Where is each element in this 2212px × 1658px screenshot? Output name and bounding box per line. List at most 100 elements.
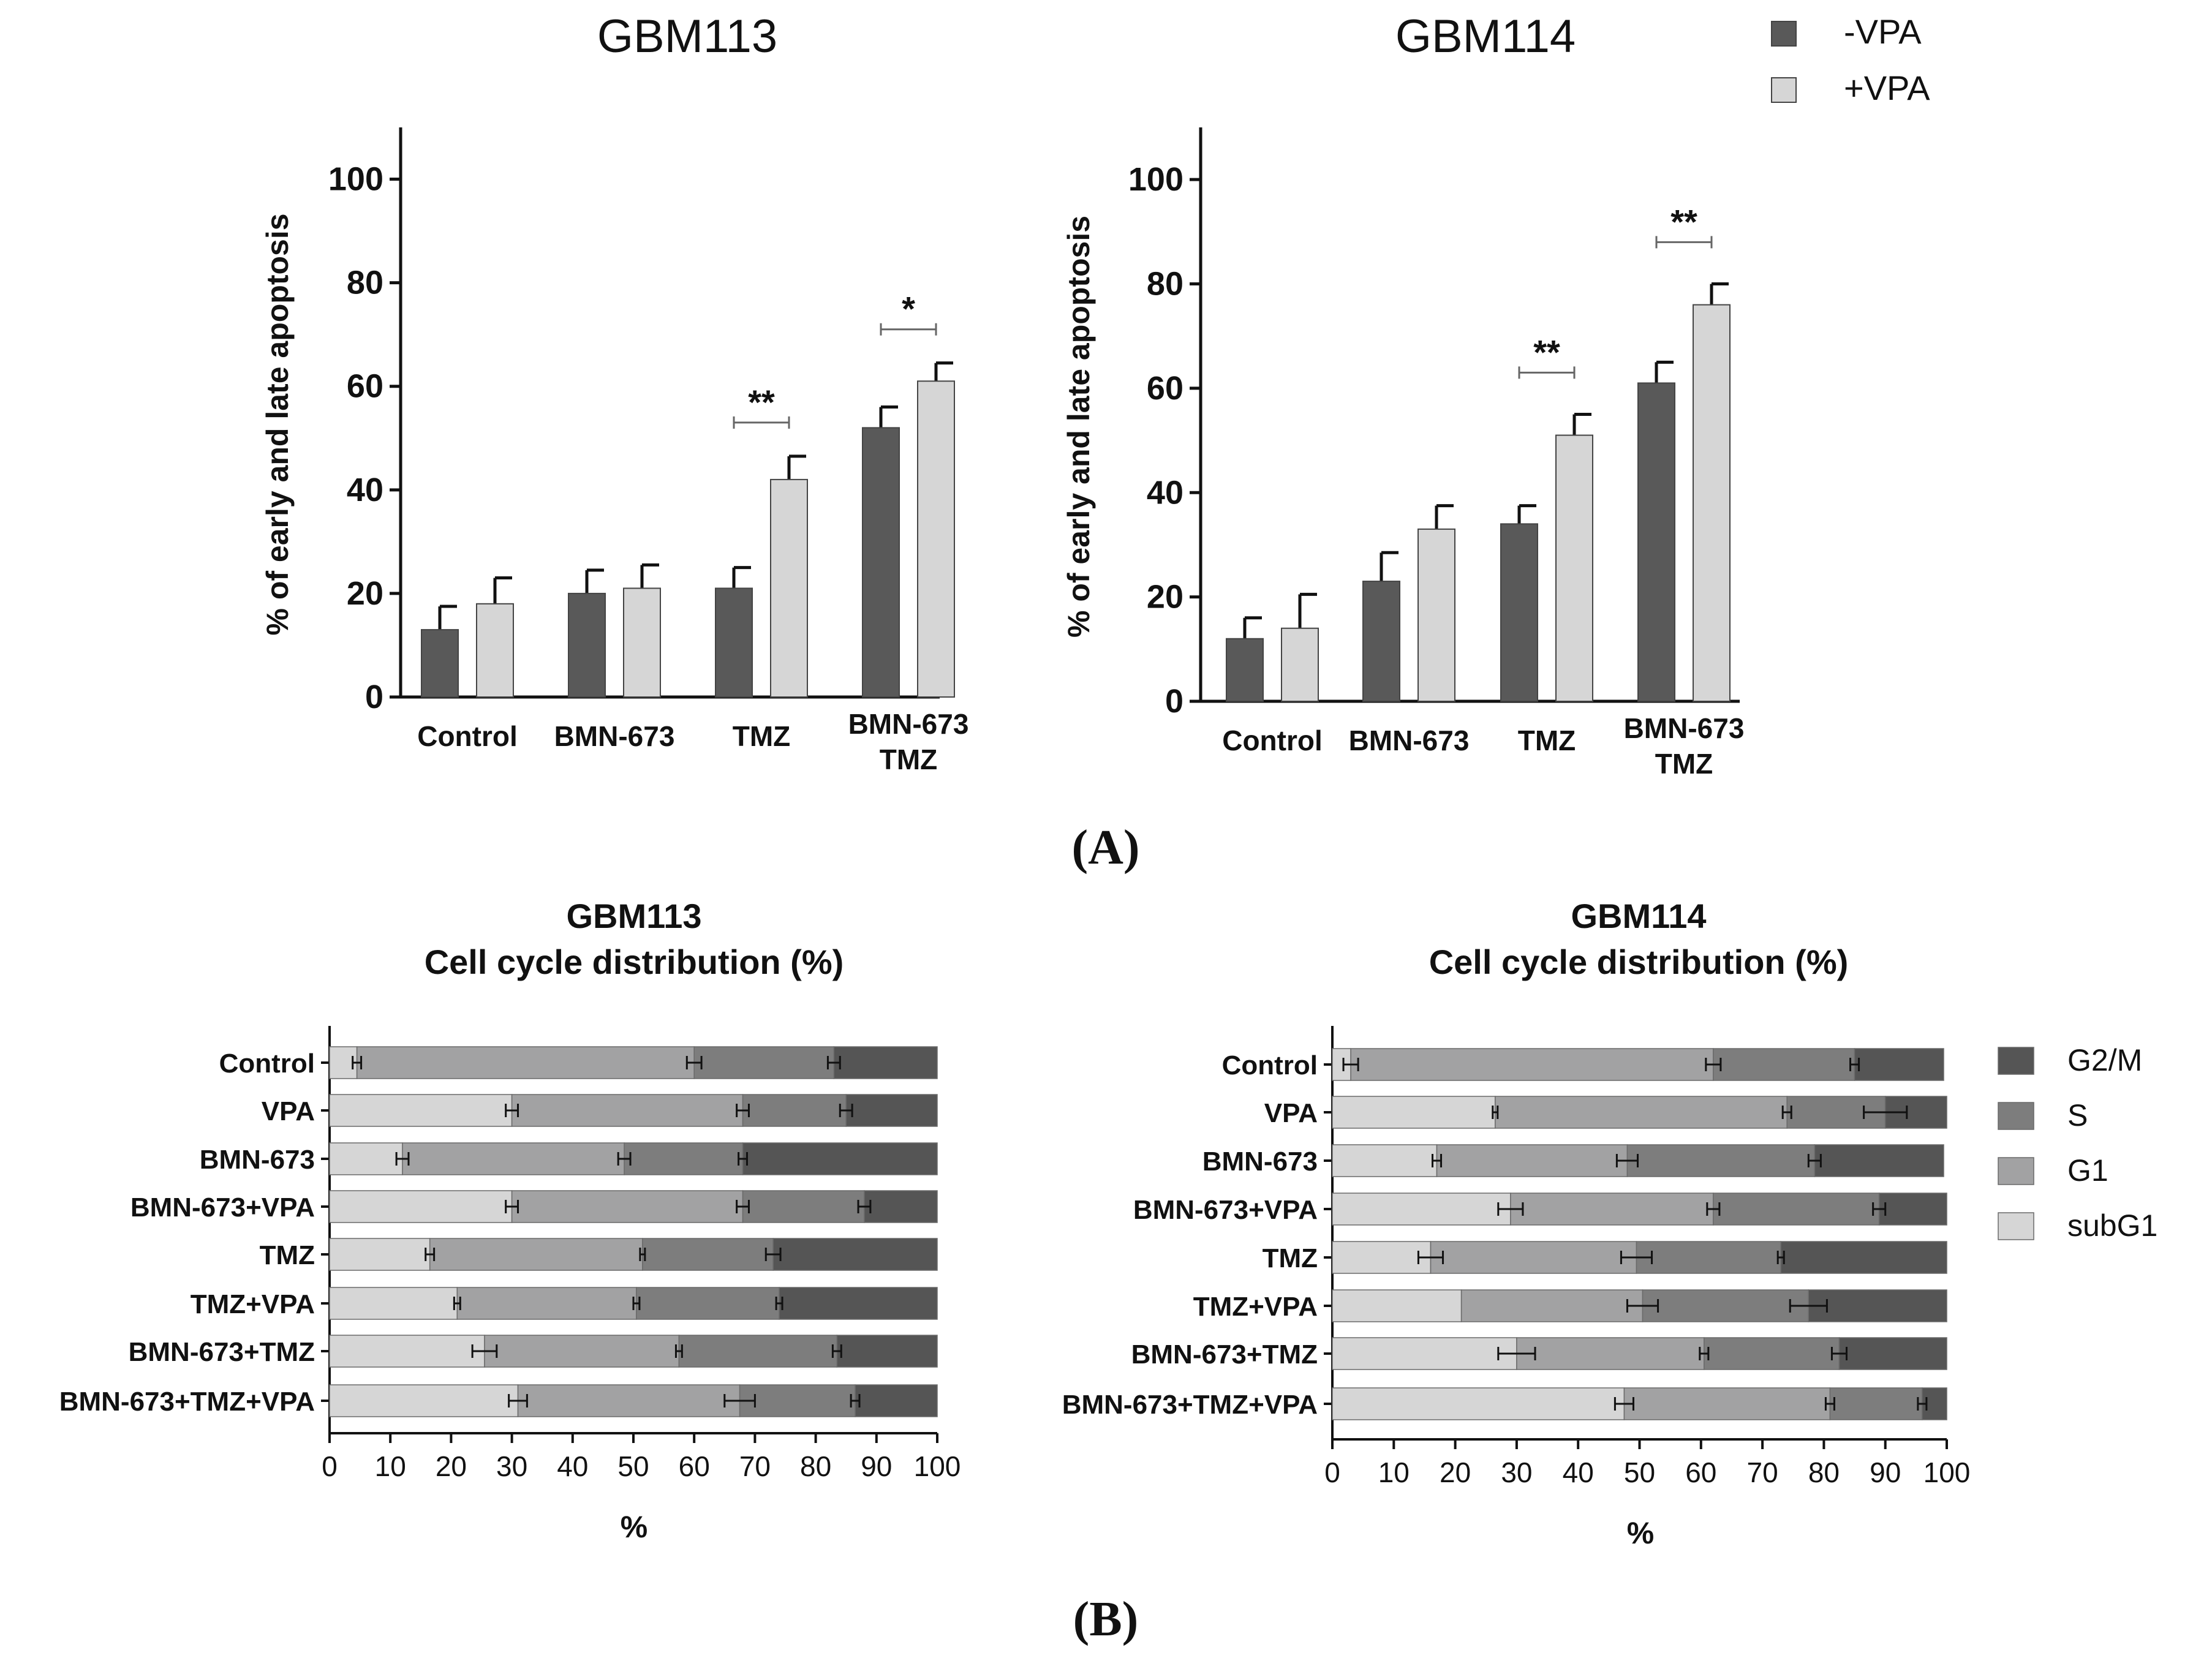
x-tick-label: 60: [679, 1450, 710, 1482]
legend-swatch-g2-m: [1998, 1047, 2034, 1075]
x-tick-label: TMZ: [1655, 748, 1713, 780]
chart-title: GBM113: [567, 897, 702, 935]
segment-g2-m-control: [1854, 1048, 1944, 1081]
segment-g1-vpa: [1495, 1096, 1787, 1129]
legend-swatch-subg1: [1998, 1212, 2034, 1240]
y-tick-label: Control: [219, 1049, 315, 1079]
apoptosis-chart-gbm113: GBM113 0 20 40 60 80 100 % of early and late ap…: [260, 10, 968, 775]
legend-swatch-vpa: [1771, 77, 1797, 103]
chart-title: GBM114: [1571, 897, 1707, 935]
significance-marker: **: [1670, 202, 1697, 241]
bar-vpa-tmz: [770, 478, 808, 698]
segment-g2-m-bmn-673-vpa: [1878, 1193, 1947, 1226]
x-tick-label: 30: [1501, 1456, 1532, 1488]
x-tick-label: 50: [617, 1450, 649, 1482]
segment-g2-m-bmn-673-tmz: [1838, 1337, 1947, 1370]
legend-label-g2-m: G2/M: [2067, 1043, 2142, 1077]
x-tick-label: 60: [1685, 1456, 1716, 1488]
x-tick-label: 90: [861, 1450, 892, 1482]
x-tick-label: 40: [557, 1450, 588, 1482]
x-tick-label: 90: [1870, 1456, 1901, 1488]
segment-g2-m-vpa: [845, 1094, 938, 1127]
apoptosis-chart-gbm114: GBM114 0 20 40 60 80 100 % of early and late ap…: [1062, 10, 1744, 780]
apoptosis-legend: -VPA +VPA: [1771, 12, 1930, 107]
bar-vpa-bmn-673-tmz: [1693, 304, 1731, 703]
segment-s-control: [1713, 1048, 1855, 1081]
segment-g1-vpa: [511, 1094, 744, 1127]
y-tick-label: VPA: [1264, 1098, 1318, 1128]
x-tick-label: 100: [914, 1450, 961, 1482]
segment-g2-m-control: [833, 1046, 938, 1079]
y-tick-label: 20: [347, 575, 383, 612]
segment-g1-bmn-673: [1436, 1144, 1628, 1177]
x-tick-label: Control: [417, 720, 518, 752]
bar-vpa-tmz: [1500, 523, 1538, 703]
segment-s-tmz: [1636, 1241, 1781, 1274]
x-tick-label: 20: [1440, 1456, 1471, 1488]
legend-label-g1: G1: [2067, 1153, 2108, 1188]
panel-a: GBM113 0 20 40 60 80 100 % of early and late ap…: [260, 10, 1744, 780]
x-tick-label: 40: [1563, 1456, 1594, 1488]
y-tick-label: TMZ: [1263, 1243, 1318, 1273]
y-tick-label: TMZ+VPA: [1193, 1292, 1318, 1322]
cellcycle-chart-gbm113: GBM113 Cell cycle distribution (%) 0 10 20 30…: [59, 897, 961, 1544]
legend-label-vpa: -VPA: [1844, 12, 1922, 51]
y-tick-label: BMN-673+TMZ+VPA: [59, 1387, 315, 1417]
y-tick-label: Control: [1222, 1050, 1318, 1080]
significance-marker: **: [748, 383, 775, 421]
x-tick-label: 50: [1624, 1456, 1655, 1488]
y-tick-label: 0: [1165, 683, 1183, 720]
segment-g2-m-tmz: [1780, 1241, 1947, 1274]
legend-swatch-vpa: [1771, 21, 1797, 47]
segment-subg1-tmz: [329, 1238, 431, 1271]
y-tick-label: 20: [1147, 579, 1183, 616]
segment-g1-tmz: [429, 1238, 643, 1271]
segment-subg1-tmz-vpa: [329, 1287, 458, 1320]
segment-g2-m-tmz-vpa: [1808, 1289, 1947, 1322]
chart-title: GBM114: [1395, 10, 1576, 62]
y-tick-label: BMN-673: [200, 1145, 315, 1175]
segment-g2-m-bmn-673: [742, 1142, 938, 1175]
segment-g1-bmn-673-vpa: [511, 1190, 744, 1223]
segment-s-bmn-673: [1626, 1144, 1816, 1177]
x-tick-label: BMN-673: [1624, 712, 1745, 744]
legend-label-s: S: [2067, 1098, 2088, 1132]
segment-subg1-bmn-673-tmz-vpa: [329, 1384, 519, 1417]
segment-subg1-vpa: [1332, 1096, 1496, 1129]
x-tick-label: Control: [1222, 725, 1323, 756]
bar-vpa-bmn-673: [568, 592, 606, 698]
x-tick-label: 30: [496, 1450, 527, 1482]
segment-subg1-bmn-673-vpa: [1332, 1193, 1511, 1226]
x-tick-label: 70: [739, 1450, 771, 1482]
segment-s-tmz-vpa: [1642, 1289, 1810, 1322]
x-tick-label: BMN-673: [554, 720, 675, 752]
segment-g1-bmn-673: [402, 1142, 625, 1175]
bar-vpa-bmn-673: [1362, 581, 1400, 703]
segment-s-bmn-673-tmz: [1704, 1337, 1840, 1370]
segment-g1-bmn-673-vpa: [1510, 1193, 1714, 1226]
segment-subg1-vpa: [329, 1094, 513, 1127]
segment-g2-m-bmn-673: [1814, 1144, 1944, 1177]
segment-subg1-tmz-vpa: [1332, 1289, 1462, 1322]
segment-s-tmz-vpa: [636, 1287, 780, 1320]
y-tick-label: 100: [328, 161, 383, 198]
x-tick-label: 80: [1808, 1456, 1840, 1488]
segment-g2-m-bmn-673-tmz: [836, 1335, 938, 1368]
segment-subg1-bmn-673-tmz: [329, 1335, 485, 1368]
bar-vpa-control: [1226, 638, 1264, 703]
y-tick-label: BMN-673: [1202, 1147, 1318, 1177]
bar-vpa-bmn-673-tmz: [1637, 382, 1675, 702]
x-tick-label: 10: [1378, 1456, 1410, 1488]
segment-g2-m-bmn-673-vpa: [864, 1190, 938, 1223]
segment-g1-tmz: [1430, 1241, 1637, 1274]
x-tick-label: TMZ: [1518, 725, 1576, 756]
x-tick-label: 20: [436, 1450, 467, 1482]
y-tick-label: 40: [347, 472, 383, 508]
y-tick-label: VPA: [262, 1096, 315, 1126]
bar-vpa-bmn-673: [623, 587, 661, 698]
chart-subtitle: Cell cycle distribution (%): [1429, 943, 1849, 981]
segment-subg1-bmn-673: [1332, 1144, 1438, 1177]
bar-vpa-control: [476, 603, 514, 698]
cellcycle-legend: G2/M S G1 subG1: [1998, 1043, 2157, 1243]
legend-label-subg1: subG1: [2067, 1208, 2157, 1243]
